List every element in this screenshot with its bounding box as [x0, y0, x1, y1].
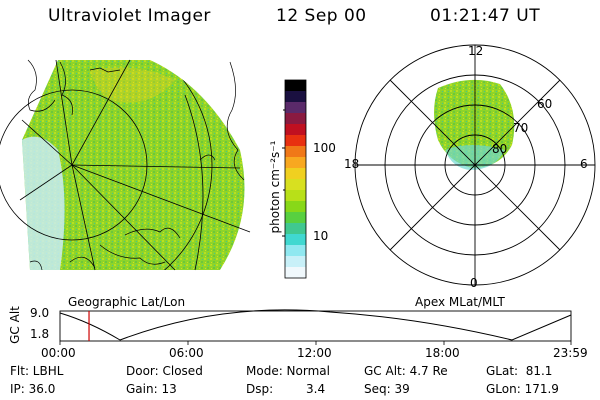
colorbar-segment	[285, 267, 306, 279]
polar-image	[354, 44, 596, 286]
info-gc-alt: GC Alt: 4.7 Re	[364, 364, 448, 378]
colorbar-segment	[285, 256, 306, 268]
lat-label-80: 80	[492, 142, 508, 156]
colorbar-segment	[285, 113, 306, 125]
lat-label-70: 70	[513, 121, 529, 135]
colorbar-segment	[285, 135, 306, 147]
image-time: 01:21:47 UT	[430, 6, 541, 26]
colorbar-segment	[285, 201, 306, 213]
colorbar-segment	[285, 80, 306, 92]
info-gain: Gain: 13	[126, 382, 177, 396]
mlt-label-6: 6	[580, 157, 588, 171]
colorbar-segment	[285, 168, 306, 180]
image-date: 12 Sep 00	[276, 6, 367, 26]
info-glat: GLat: 81.1	[486, 364, 553, 378]
mlt-label-18: 18	[344, 157, 360, 171]
info-glon: GLon: 171.9	[486, 382, 559, 396]
altitude-ytick-9: 9.0	[30, 306, 50, 320]
altitude-ylabel: GC Alt	[8, 306, 22, 344]
colorbar-segment	[285, 212, 306, 224]
instrument-title: Ultraviolet Imager	[48, 6, 211, 26]
info-ip: IP: 36.0	[10, 382, 56, 396]
colorbar-segment	[285, 234, 306, 246]
colorbar-tick-10: 10	[313, 229, 329, 243]
colorbar-segment	[285, 91, 306, 103]
colorbar-segment	[285, 223, 306, 235]
colorbar-unit-label: photon cm⁻²s⁻¹	[268, 140, 282, 234]
geo-caption: Geographic Lat/Lon	[68, 295, 186, 309]
colorbar-segment	[285, 157, 306, 169]
polar-caption: Apex MLat/MLT	[415, 295, 505, 309]
colorbar-segment	[285, 190, 306, 202]
info-mode: Mode: Normal	[246, 364, 330, 378]
info-dsp-label: Dsp:	[246, 382, 274, 396]
lat-label-60: 60	[537, 97, 553, 111]
mlt-label-0: 0	[470, 276, 478, 290]
colorbar	[282, 79, 307, 279]
altitude-xtick-1200: 12:00	[297, 346, 332, 360]
colorbar-segment	[285, 146, 306, 158]
altitude-xtick-0000: 00:00	[41, 346, 76, 360]
altitude-ytick-1-8: 1.8	[30, 327, 50, 341]
info-filter: Flt: LBHL	[10, 364, 64, 378]
geographic-image	[0, 59, 251, 271]
altitude-xtick-0600: 06:00	[169, 346, 204, 360]
colorbar-tick-100: 100	[313, 141, 336, 155]
colorbar-segment	[285, 102, 306, 114]
colorbar-segment	[285, 245, 306, 257]
altitude-xtick-1800: 18:00	[425, 346, 460, 360]
colorbar-segment	[285, 124, 306, 136]
info-door: Door: Closed	[126, 364, 203, 378]
altitude-xtick-2359: 23:59	[553, 346, 588, 360]
info-seq: Seq: 39	[364, 382, 410, 396]
colorbar-segment	[285, 179, 306, 191]
altitude-plot	[59, 309, 572, 345]
info-dsp-value: 3.4	[306, 382, 326, 396]
mlt-label-12: 12	[468, 44, 484, 58]
